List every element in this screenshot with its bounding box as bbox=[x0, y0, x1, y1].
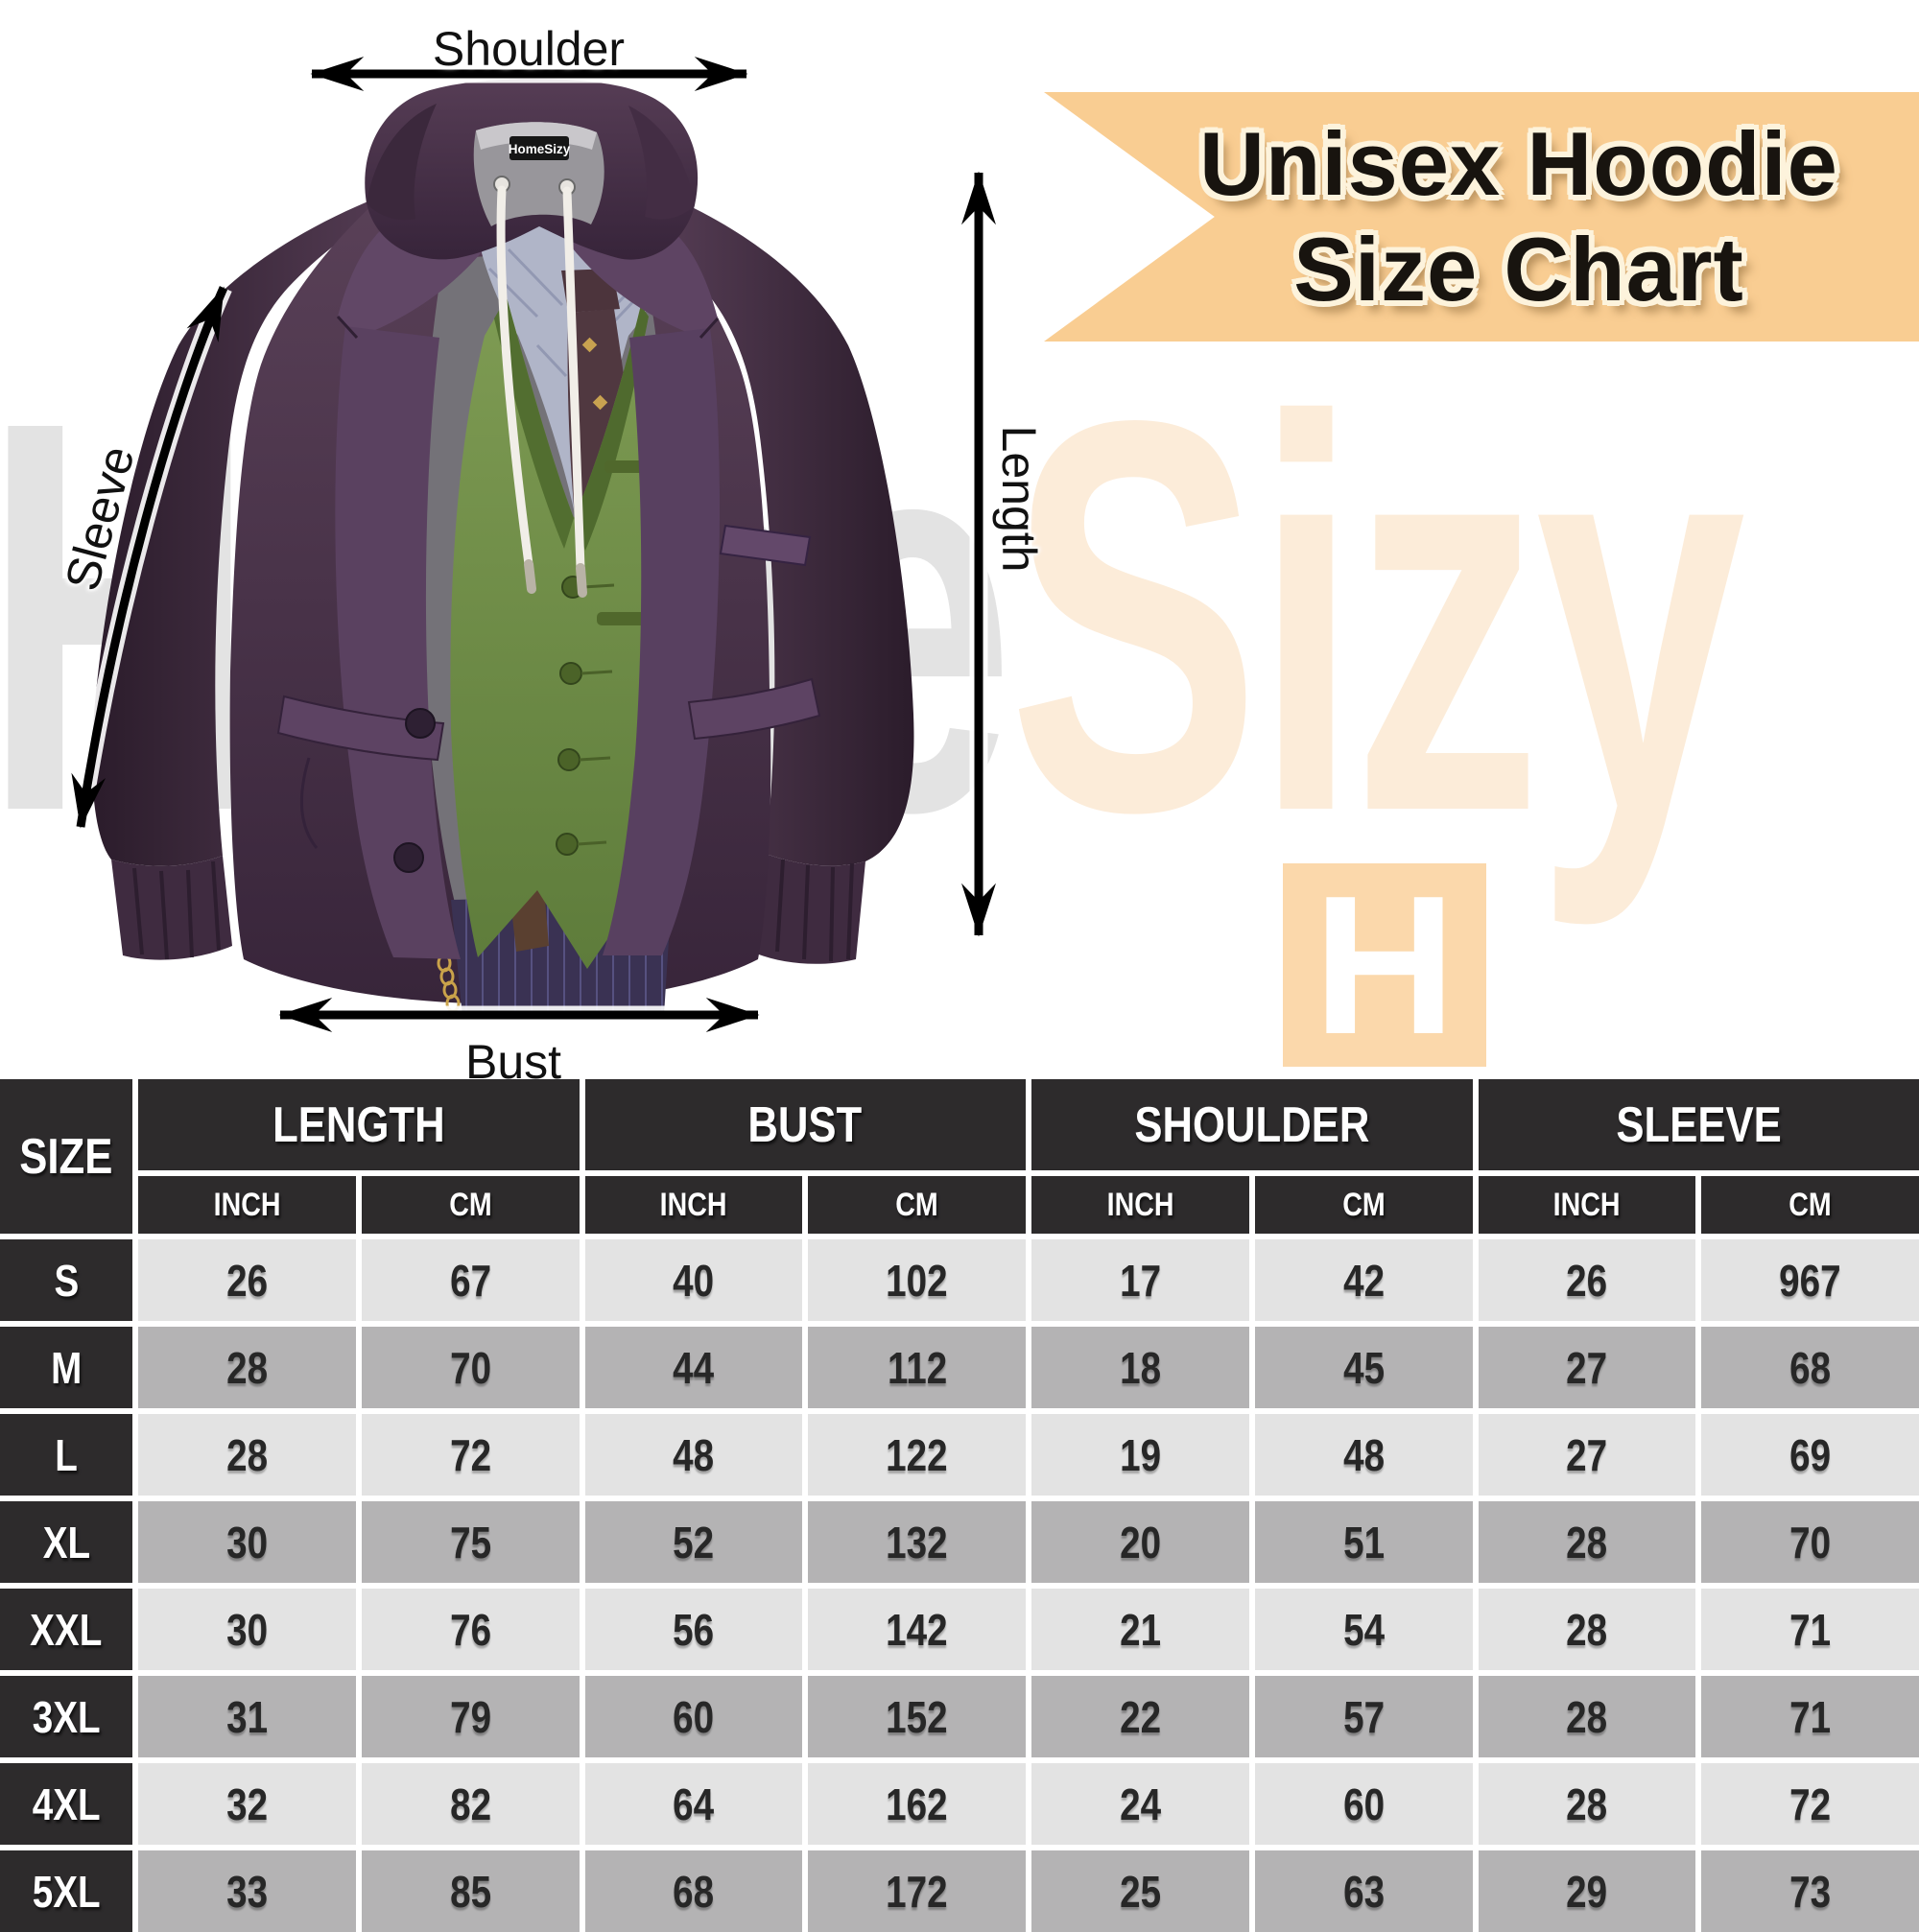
value-cell: 172 bbox=[808, 1850, 1026, 1932]
size-cell-4XL: 4XL bbox=[0, 1763, 132, 1845]
value-cell: 60 bbox=[1255, 1763, 1473, 1845]
value-cell: 57 bbox=[1255, 1676, 1473, 1757]
value-cell: 19 bbox=[1031, 1414, 1249, 1496]
value-cell: 82 bbox=[362, 1763, 580, 1845]
value-cell: 28 bbox=[138, 1327, 356, 1408]
value-cell: 142 bbox=[808, 1589, 1026, 1670]
value-cell: 85 bbox=[362, 1850, 580, 1932]
unit-header-cm: CM bbox=[1255, 1176, 1473, 1234]
size-cell-L: L bbox=[0, 1414, 132, 1496]
value-cell: 28 bbox=[1479, 1501, 1696, 1583]
value-cell: 27 bbox=[1479, 1327, 1696, 1408]
value-cell: 72 bbox=[362, 1414, 580, 1496]
logo-letter: H bbox=[1314, 863, 1457, 1067]
value-cell: 29 bbox=[1479, 1850, 1696, 1932]
size-cell-3XL: 3XL bbox=[0, 1676, 132, 1757]
banner-title-line2: Size Chart bbox=[1119, 217, 1919, 322]
value-cell: 42 bbox=[1255, 1239, 1473, 1321]
value-cell: 79 bbox=[362, 1676, 580, 1757]
size-cell-XXL: XXL bbox=[0, 1589, 132, 1670]
value-cell: 28 bbox=[1479, 1676, 1696, 1757]
hoodie-product-image: HomeSizy bbox=[29, 72, 979, 1031]
banner-title-line1: Unisex Hoodie bbox=[1119, 111, 1919, 217]
value-cell: 68 bbox=[585, 1850, 803, 1932]
value-cell: 27 bbox=[1479, 1414, 1696, 1496]
value-cell: 70 bbox=[362, 1327, 580, 1408]
value-cell: 25 bbox=[1031, 1850, 1249, 1932]
value-cell: 71 bbox=[1701, 1676, 1919, 1757]
size-cell-S: S bbox=[0, 1239, 132, 1321]
watermark-sizy-text: Sizy bbox=[1008, 305, 1740, 927]
homesizy-logo-block: H bbox=[1283, 863, 1486, 1067]
unit-header-inch: INCH bbox=[138, 1176, 356, 1234]
sleeve-group-header: SLEEVE bbox=[1479, 1079, 1919, 1170]
value-cell: 44 bbox=[585, 1327, 803, 1408]
value-cell: 72 bbox=[1701, 1763, 1919, 1845]
unit-header-inch: INCH bbox=[1479, 1176, 1696, 1234]
value-cell: 56 bbox=[585, 1589, 803, 1670]
value-cell: 22 bbox=[1031, 1676, 1249, 1757]
value-cell: 132 bbox=[808, 1501, 1026, 1583]
size-chart-banner: Unisex Hoodie Size Chart bbox=[1044, 92, 1919, 342]
value-cell: 60 bbox=[585, 1676, 803, 1757]
value-cell: 28 bbox=[1479, 1763, 1696, 1845]
value-cell: 152 bbox=[808, 1676, 1026, 1757]
value-cell: 967 bbox=[1701, 1239, 1919, 1321]
value-cell: 122 bbox=[808, 1414, 1026, 1496]
value-cell: 67 bbox=[362, 1239, 580, 1321]
value-cell: 30 bbox=[138, 1501, 356, 1583]
value-cell: 64 bbox=[585, 1763, 803, 1845]
value-cell: 26 bbox=[138, 1239, 356, 1321]
value-cell: 73 bbox=[1701, 1850, 1919, 1932]
value-cell: 69 bbox=[1701, 1414, 1919, 1496]
collar-tag-text: HomeSizy bbox=[509, 142, 571, 156]
unit-header-inch: INCH bbox=[1031, 1176, 1249, 1234]
value-cell: 70 bbox=[1701, 1501, 1919, 1583]
value-cell: 51 bbox=[1255, 1501, 1473, 1583]
value-cell: 26 bbox=[1479, 1239, 1696, 1321]
value-cell: 28 bbox=[1479, 1589, 1696, 1670]
value-cell: 17 bbox=[1031, 1239, 1249, 1321]
unit-header-inch: INCH bbox=[585, 1176, 803, 1234]
unit-header-cm: CM bbox=[1701, 1176, 1919, 1234]
shoulder-group-header: SHOULDER bbox=[1031, 1079, 1473, 1170]
value-cell: 30 bbox=[138, 1589, 356, 1670]
size-cell-XL: XL bbox=[0, 1501, 132, 1583]
value-cell: 32 bbox=[138, 1763, 356, 1845]
bust-group-header: BUST bbox=[585, 1079, 1027, 1170]
size-table: SIZE LENGTH BUST SHOULDER SLEEVE INCH CM… bbox=[0, 1079, 1919, 1932]
length-label: Length bbox=[993, 398, 1047, 600]
value-cell: 54 bbox=[1255, 1589, 1473, 1670]
value-cell: 21 bbox=[1031, 1589, 1249, 1670]
value-cell: 45 bbox=[1255, 1327, 1473, 1408]
value-cell: 71 bbox=[1701, 1589, 1919, 1670]
value-cell: 63 bbox=[1255, 1850, 1473, 1932]
size-cell-M: M bbox=[0, 1327, 132, 1408]
value-cell: 31 bbox=[138, 1676, 356, 1757]
size-cell-5XL: 5XL bbox=[0, 1850, 132, 1932]
value-cell: 112 bbox=[808, 1327, 1026, 1408]
value-cell: 102 bbox=[808, 1239, 1026, 1321]
unit-header-cm: CM bbox=[362, 1176, 580, 1234]
unit-header-cm: CM bbox=[808, 1176, 1026, 1234]
shoulder-label: Shoulder bbox=[404, 21, 653, 77]
value-cell: 24 bbox=[1031, 1763, 1249, 1845]
value-cell: 20 bbox=[1031, 1501, 1249, 1583]
value-cell: 48 bbox=[585, 1414, 803, 1496]
value-cell: 76 bbox=[362, 1589, 580, 1670]
value-cell: 162 bbox=[808, 1763, 1026, 1845]
value-cell: 68 bbox=[1701, 1327, 1919, 1408]
value-cell: 18 bbox=[1031, 1327, 1249, 1408]
value-cell: 40 bbox=[585, 1239, 803, 1321]
value-cell: 48 bbox=[1255, 1414, 1473, 1496]
value-cell: 75 bbox=[362, 1501, 580, 1583]
value-cell: 33 bbox=[138, 1850, 356, 1932]
size-column-header: SIZE bbox=[0, 1079, 132, 1234]
value-cell: 52 bbox=[585, 1501, 803, 1583]
value-cell: 28 bbox=[138, 1414, 356, 1496]
length-group-header: LENGTH bbox=[138, 1079, 580, 1170]
